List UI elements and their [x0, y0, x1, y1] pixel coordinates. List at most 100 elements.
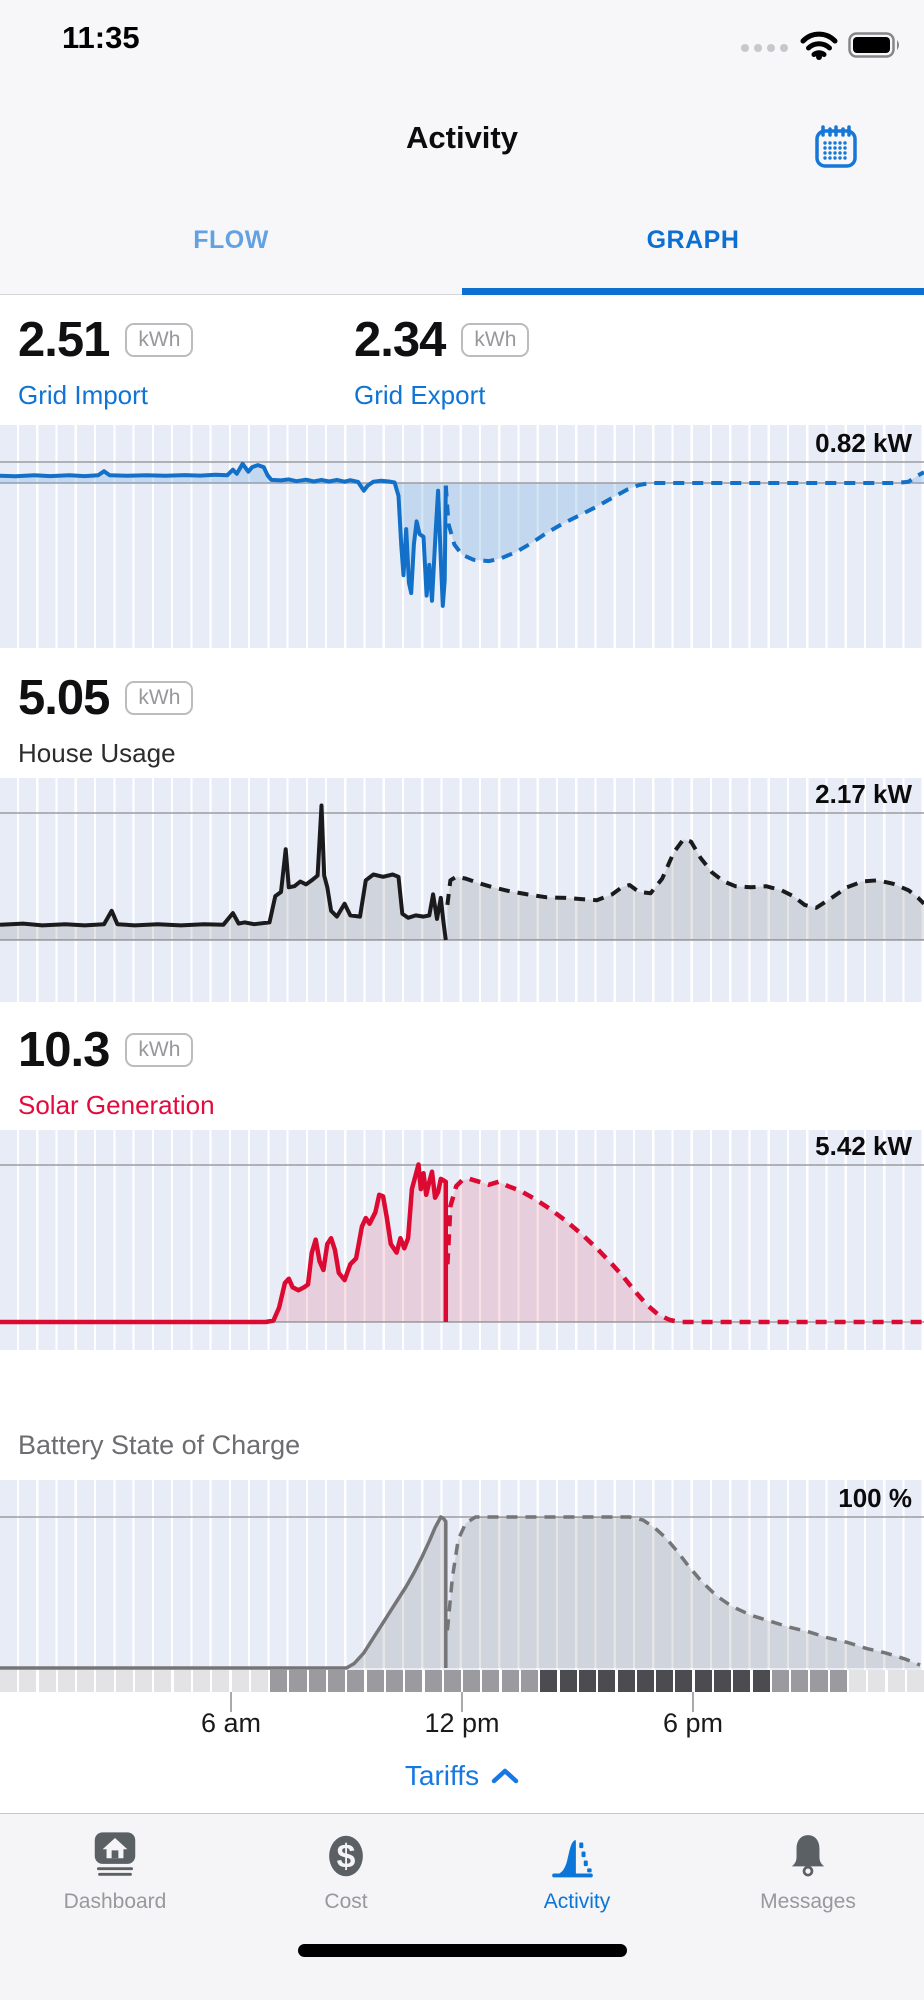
cellular-signal-dots-icon — [741, 43, 788, 52]
tariff-slot-low — [250, 1670, 268, 1692]
calendar-icon[interactable] — [813, 124, 859, 170]
tariff-slot-low — [887, 1670, 905, 1692]
grid-export-unit-badge: kWh — [461, 323, 530, 357]
grid-power-chart[interactable]: 0.82 kW — [0, 425, 924, 648]
axis-label-12pm: 12 pm — [424, 1708, 500, 1738]
bottom-tab-bar: Dashboard $ Cost — [0, 1813, 924, 2000]
tariff-slot-high — [713, 1670, 732, 1692]
messages-icon — [783, 1828, 833, 1884]
solar-chart-max-label: 5.42 kW — [815, 1131, 912, 1161]
house-usage-unit-badge: kWh — [125, 681, 194, 715]
tariff-slot-low — [868, 1670, 886, 1692]
tariff-slot-high — [559, 1670, 577, 1692]
tariff-slot-low — [96, 1670, 114, 1692]
tariff-slot-mid — [289, 1670, 307, 1692]
battery-chart-max-label: 100 % — [838, 1483, 912, 1513]
tab-graph[interactable]: GRAPH — [646, 226, 740, 254]
tariff-slot-high — [752, 1670, 770, 1692]
tariff-slot-mid — [328, 1670, 346, 1692]
tariff-slot-low — [212, 1670, 230, 1692]
tariff-slot-mid — [270, 1670, 288, 1692]
solar-generation-value: 10.3 — [18, 1023, 110, 1077]
tariff-slot-low — [0, 1670, 18, 1692]
calendar-dot-grid — [823, 141, 847, 160]
tariff-slot-high — [636, 1670, 654, 1692]
battery-soc-chart[interactable]: 100 % — [0, 1480, 924, 1670]
house-usage-chart[interactable]: 2.17 kW — [0, 778, 924, 1002]
tariff-slot-low — [38, 1670, 56, 1692]
solar-generation-unit-badge: kWh — [125, 1033, 194, 1067]
tab-flow[interactable]: FLOW — [193, 226, 269, 254]
house-usage-value: 5.05 — [18, 671, 110, 725]
wifi-icon — [800, 30, 838, 65]
tariffs-toggle[interactable]: Tariffs — [0, 1760, 924, 1792]
tabbar-item-activity[interactable]: Activity — [462, 1828, 692, 1914]
axis-tick-6pm — [692, 1692, 694, 1712]
tariff-slot-low — [906, 1670, 924, 1692]
tariff-slot-high — [656, 1670, 674, 1692]
tariff-slot-mid — [810, 1670, 828, 1692]
tariff-slot-low — [231, 1670, 249, 1692]
tariff-slot-low — [115, 1670, 133, 1692]
tariff-slot-mid — [308, 1670, 326, 1692]
tariff-slot-low — [57, 1670, 75, 1692]
tariff-slot-mid — [771, 1670, 789, 1692]
tariff-slot-high — [578, 1670, 596, 1692]
tariff-slot-mid — [791, 1670, 809, 1692]
tariff-slot-mid — [829, 1670, 847, 1692]
tariff-slot-mid — [347, 1670, 365, 1692]
tariff-slot-low — [173, 1670, 191, 1692]
solar-generation-label: Solar Generation — [18, 1090, 215, 1120]
grid-export-stat: 2.34 kWh Grid Export — [354, 312, 530, 411]
tariffs-toggle-label: Tariffs — [404, 1760, 480, 1791]
tariff-strip — [0, 1670, 924, 1692]
house-chart-max-label: 2.17 kW — [815, 779, 912, 809]
tariff-slot-low — [135, 1670, 153, 1692]
tariff-slot-high — [675, 1670, 693, 1692]
home-indicator[interactable] — [298, 1944, 627, 1957]
axis-label-6pm: 6 pm — [662, 1708, 724, 1738]
tariff-slot-high — [540, 1670, 558, 1692]
battery-icon — [848, 32, 902, 63]
tariff-slot-mid — [463, 1670, 481, 1692]
tabbar-item-messages[interactable]: Messages — [693, 1828, 923, 1914]
axis-label-6am: 6 am — [200, 1708, 262, 1738]
tariff-slot-high — [598, 1670, 616, 1692]
grid-import-label: Grid Import — [18, 380, 149, 410]
chevron-up-icon — [491, 1768, 519, 1783]
tariff-slot-low — [19, 1670, 37, 1692]
tabbar-label-messages: Messages — [760, 1890, 856, 1913]
svg-text:$: $ — [337, 1837, 356, 1875]
tariff-slot-mid — [482, 1670, 500, 1692]
tabbar-label-activity: Activity — [543, 1890, 611, 1913]
tariff-slot-mid — [521, 1670, 539, 1692]
axis-tick-12pm — [461, 1692, 463, 1712]
house-usage-label: House Usage — [18, 738, 176, 768]
battery-section-title: Battery State of Charge — [18, 1430, 301, 1460]
tariff-slot-mid — [385, 1670, 403, 1692]
activity-icon — [549, 1828, 605, 1884]
status-time: 11:35 — [62, 20, 140, 55]
grid-import-stat: 2.51 kWh Grid Import — [18, 312, 194, 411]
cost-icon: $ — [321, 1828, 371, 1884]
active-tab-underline — [462, 288, 924, 295]
tariff-slot-mid — [424, 1670, 442, 1692]
tariff-slot-low — [77, 1670, 95, 1692]
dashboard-icon — [87, 1828, 143, 1884]
tariff-slot-mid — [366, 1670, 384, 1692]
tariff-slot-high — [694, 1670, 712, 1692]
grid-import-unit-badge: kWh — [125, 323, 194, 357]
grid-export-value: 2.34 — [354, 313, 446, 367]
tariff-slot-mid — [443, 1670, 461, 1692]
tariff-slot-high — [617, 1670, 635, 1692]
solar-generation-chart[interactable]: 5.42 kW — [0, 1130, 924, 1350]
tabbar-item-dashboard[interactable]: Dashboard — [0, 1828, 230, 1914]
status-icons — [741, 30, 902, 65]
solar-generation-stat: 10.3 kWh Solar Generation — [18, 1022, 215, 1121]
house-usage-stat: 5.05 kWh House Usage — [18, 670, 194, 769]
tabbar-item-cost[interactable]: $ Cost — [231, 1828, 461, 1914]
tariff-slot-low — [154, 1670, 172, 1692]
grid-chart-max-label: 0.82 kW — [815, 428, 912, 458]
tariff-slot-low — [192, 1670, 211, 1692]
